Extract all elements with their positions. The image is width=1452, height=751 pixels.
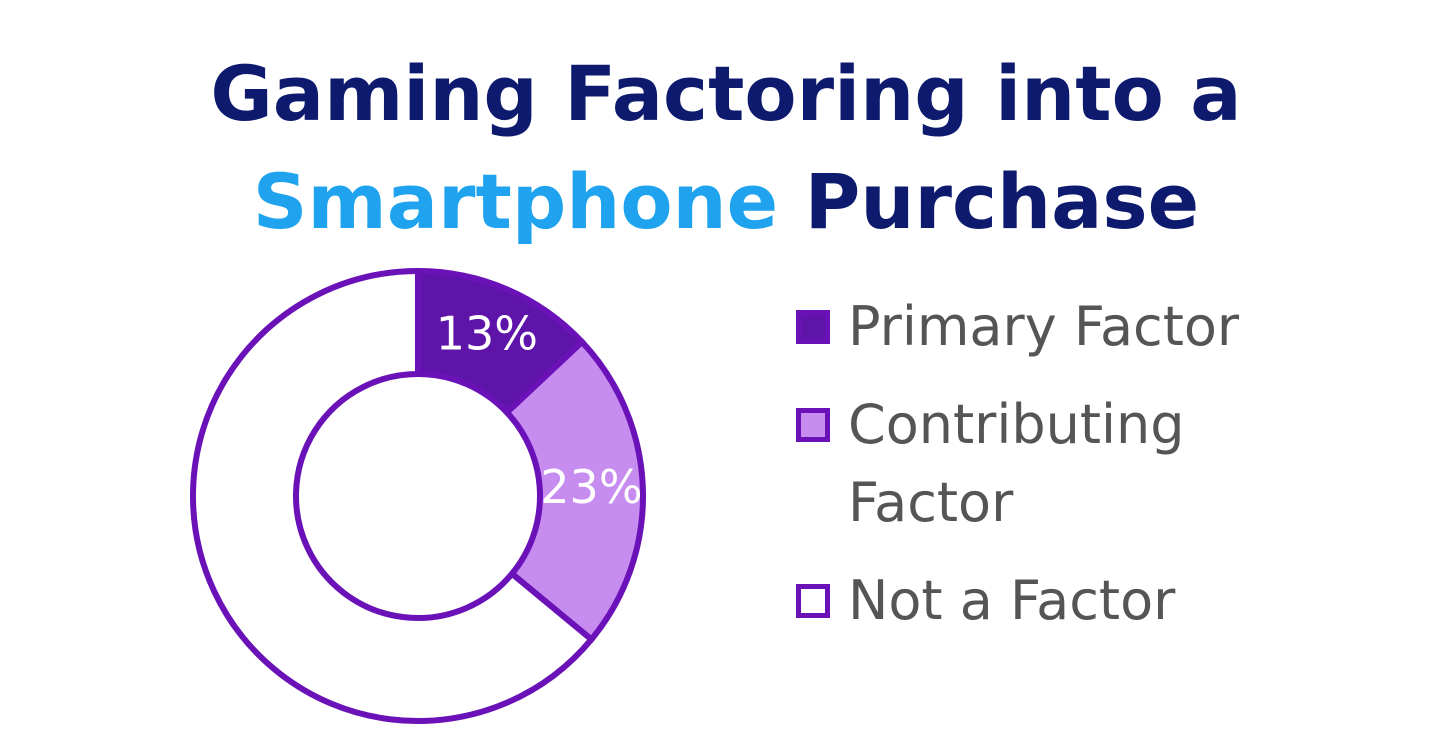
donut-slice <box>190 267 596 724</box>
legend-swatch <box>796 584 830 618</box>
legend-label: Primary Factor <box>848 295 1240 358</box>
legend-label: Not a Factor <box>848 569 1176 632</box>
title-part: Purchase <box>804 157 1200 246</box>
legend: Primary Factor Contributing Factor Not a F… <box>796 288 1266 660</box>
legend-swatch <box>796 310 830 344</box>
chart-title: Gaming Factoring into a Smartphone Purcha… <box>0 40 1452 256</box>
title-part: Gaming Factoring into a <box>210 49 1242 138</box>
legend-swatch <box>796 408 830 442</box>
data-label: 23% <box>540 460 642 514</box>
donut-slice <box>502 337 646 644</box>
legend-item: Not a Factor <box>796 562 1266 640</box>
title-part: Smartphone <box>252 157 779 246</box>
legend-item: Contributing Factor <box>796 386 1266 542</box>
legend-item: Primary Factor <box>796 288 1266 366</box>
data-label: 13% <box>436 306 538 360</box>
legend-label: Contributing Factor <box>848 393 1185 534</box>
